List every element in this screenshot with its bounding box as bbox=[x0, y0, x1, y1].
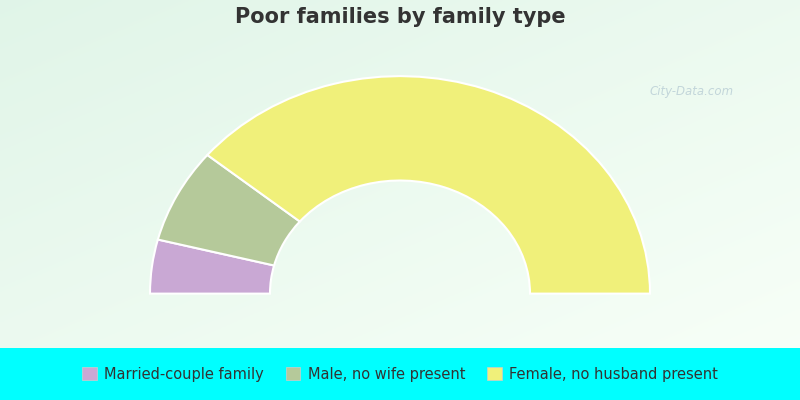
Text: Poor families by family type: Poor families by family type bbox=[234, 6, 566, 26]
Legend: Married-couple family, Male, no wife present, Female, no husband present: Married-couple family, Male, no wife pre… bbox=[77, 361, 723, 387]
Wedge shape bbox=[158, 155, 300, 266]
Wedge shape bbox=[150, 240, 274, 294]
Wedge shape bbox=[207, 76, 650, 294]
Text: City-Data.com: City-Data.com bbox=[650, 86, 734, 98]
